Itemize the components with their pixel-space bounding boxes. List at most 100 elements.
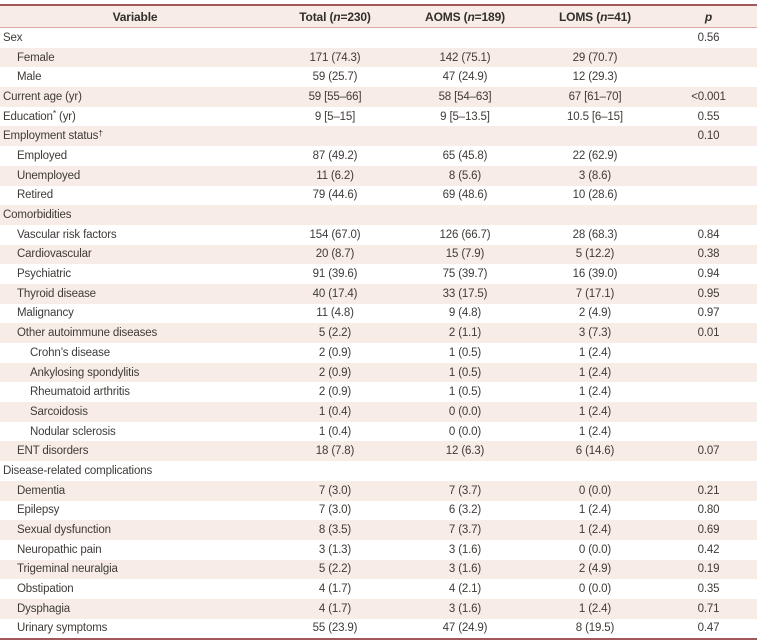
loms-cell: 6 (14.6) [575, 445, 615, 458]
aoms-cell: 1 (0.5) [448, 366, 482, 379]
aoms-cell: 142 (75.1) [439, 51, 491, 64]
variable-label: Obstipation [17, 583, 74, 596]
variable-cell: Male [0, 71, 270, 83]
total-cell: 79 (44.6) [312, 189, 358, 202]
variable-cell: Employed [0, 150, 270, 162]
variable-cell: Disease-related complications [0, 465, 270, 477]
aoms-cell: 15 (7.9) [445, 248, 485, 261]
variable-label: Sexual dysfunction [17, 524, 111, 537]
variable-label: Sarcoidosis [30, 405, 88, 418]
aoms-cell: 58 [54–63] [438, 90, 492, 103]
variable-label: Employed [17, 149, 67, 162]
table-row: Retired 79 (44.6) 69 (48.6) 10 (28.6) [0, 185, 757, 206]
variable-label: Neuropathic pain [17, 543, 102, 556]
aoms-cell: 7 (3.7) [448, 484, 482, 497]
loms-cell: 1 (2.4) [578, 346, 612, 359]
table-top-rule [0, 4, 757, 6]
variable-cell: Ankylosing spondylitis [0, 367, 270, 379]
total-cell: 7 (3.0) [318, 484, 352, 497]
aoms-cell: 3 (1.6) [448, 543, 482, 556]
total-cell: 3 (1.3) [318, 543, 352, 556]
p-cell: 0.80 [697, 504, 720, 517]
table-row: Female 171 (74.3) 142 (75.1) 29 (70.7) [0, 47, 757, 68]
variable-label: Ankylosing spondylitis [30, 366, 140, 379]
aoms-cell: 65 (45.8) [442, 149, 488, 162]
aoms-cell: 47 (24.9) [442, 71, 488, 84]
variable-cell: Sexual dysfunction [0, 524, 270, 536]
table-row: Nodular sclerosis 1 (0.4) 0 (0.0) 1 (2.4… [0, 421, 757, 442]
loms-cell: 0 (0.0) [578, 543, 612, 556]
col-header-variable: Variable [112, 9, 158, 24]
loms-cell: 2 (4.9) [578, 307, 612, 320]
variable-label: Urinary symptoms [17, 622, 108, 635]
col-header-aoms-post: =189) [474, 9, 505, 24]
p-cell: 0.71 [697, 602, 720, 615]
table-row: Trigeminal neuralgia 5 (2.2) 3 (1.6) 2 (… [0, 559, 757, 580]
table-row: Sexual dysfunction 8 (3.5) 7 (3.7) 1 (2.… [0, 520, 757, 540]
table-row: Education* (yr) 9 [5–15] 9 [5–13.5] 10.5… [0, 106, 757, 127]
table-row: Unemployed 11 (6.2) 8 (5.6) 3 (8.6) [0, 165, 757, 186]
variable-cell: ENT disorders [0, 445, 270, 457]
aoms-cell: 8 (5.6) [448, 169, 482, 182]
total-cell: 59 [55–66] [308, 90, 362, 103]
variable-cell: Sarcoidosis [0, 406, 270, 418]
loms-cell: 29 (70.7) [572, 51, 618, 64]
total-cell: 5 (2.2) [318, 327, 352, 340]
table-row: Crohn’s disease 2 (0.9) 1 (0.5) 1 (2.4) [0, 343, 757, 363]
total-cell: 59 (25.7) [312, 71, 358, 84]
aoms-cell: 1 (0.5) [448, 346, 482, 359]
p-cell: 0.56 [697, 31, 720, 44]
aoms-cell: 12 (6.3) [445, 445, 485, 458]
total-cell: 1 (0.4) [318, 405, 352, 418]
total-cell: 20 (8.7) [315, 248, 355, 261]
loms-cell: 1 (2.4) [578, 425, 612, 438]
variable-label: Crohn’s disease [30, 346, 111, 359]
aoms-cell: 9 (4.8) [448, 307, 482, 320]
p-cell: 0.97 [697, 307, 720, 320]
total-cell: 55 (23.9) [312, 622, 358, 635]
variable-cell: Rheumatoid arthritis [0, 386, 270, 398]
variable-cell: Education* (yr) [0, 108, 270, 123]
variable-label: Vascular risk factors [17, 228, 117, 241]
aoms-cell: 4 (2.1) [448, 583, 482, 596]
total-cell: 4 (1.7) [318, 602, 352, 615]
table-row: Cardiovascular 20 (8.7) 15 (7.9) 5 (12.2… [0, 244, 757, 265]
p-cell: 0.55 [697, 110, 720, 123]
loms-cell: 67 [61–70] [568, 90, 622, 103]
variable-label: Malignancy [17, 307, 74, 320]
table-body: Sex 0.56 Female 171 (74.3) 142 (75.1) 29… [0, 28, 757, 639]
variable-label: Female [17, 51, 55, 64]
variable-label: Sex [3, 31, 23, 44]
aoms-cell: 3 (1.6) [448, 602, 482, 615]
loms-cell: 7 (17.1) [575, 287, 615, 300]
variable-cell: Malignancy [0, 307, 270, 319]
loms-cell: 2 (4.9) [578, 563, 612, 576]
loms-cell: 10.5 [6–15] [567, 110, 623, 123]
loms-cell: 22 (62.9) [572, 149, 618, 162]
aoms-cell: 0 (0.0) [448, 405, 482, 418]
table-row: Dementia 7 (3.0) 7 (3.7) 0 (0.0) 0.21 [0, 480, 757, 501]
col-header-total-pre: Total ( [299, 9, 334, 24]
variable-label: Psychiatric [17, 268, 71, 281]
loms-cell: 8 (19.5) [575, 622, 615, 635]
table-row: Disease-related complications [0, 461, 757, 481]
table-row: Vascular risk factors 154 (67.0) 126 (66… [0, 224, 757, 245]
table-row: Thyroid disease 40 (17.4) 33 (17.5) 7 (1… [0, 283, 757, 304]
table-row: Ankylosing spondylitis 2 (0.9) 1 (0.5) 1… [0, 362, 757, 383]
col-header-aoms: AOMS (n=189) [400, 10, 530, 24]
total-cell: 8 (3.5) [318, 524, 352, 537]
table-row: Employment status† 0.10 [0, 126, 757, 147]
variable-label-rest: (yr) [55, 110, 76, 123]
variable-cell: Psychiatric [0, 268, 270, 280]
col-header-loms-n: n [600, 9, 608, 24]
loms-cell: 0 (0.0) [578, 484, 612, 497]
total-cell: 2 (0.9) [318, 386, 352, 399]
table-row: Neuropathic pain 3 (1.3) 3 (1.6) 0 (0.0)… [0, 539, 757, 560]
variable-label: Nodular sclerosis [30, 425, 116, 438]
variable-label: Epilepsy [17, 504, 60, 517]
variable-cell: Epilepsy [0, 504, 270, 516]
loms-cell: 12 (29.3) [572, 71, 618, 84]
variable-label: Dementia [17, 484, 66, 497]
variable-label: Current age (yr) [3, 90, 82, 103]
variable-cell: Crohn’s disease [0, 347, 270, 359]
